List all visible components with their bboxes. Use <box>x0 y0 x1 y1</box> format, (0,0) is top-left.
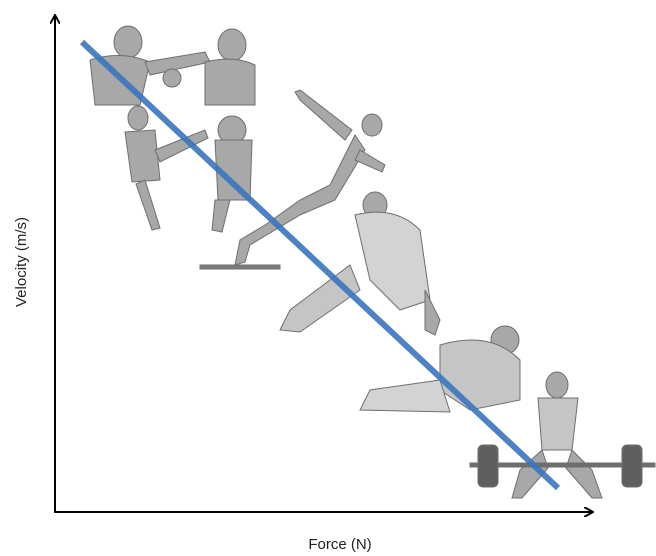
force-velocity-line <box>79 39 561 491</box>
sprinter <box>199 89 386 270</box>
kickboxers <box>124 105 253 233</box>
wrestlers <box>359 325 521 413</box>
y-axis-label: Velocity (m/s) <box>13 217 30 307</box>
judo-players <box>279 191 441 336</box>
weightlifter <box>469 371 656 499</box>
athlete-illustrations <box>89 25 656 499</box>
x-axis-label: Force (N) <box>308 536 371 553</box>
boxers <box>89 25 256 106</box>
